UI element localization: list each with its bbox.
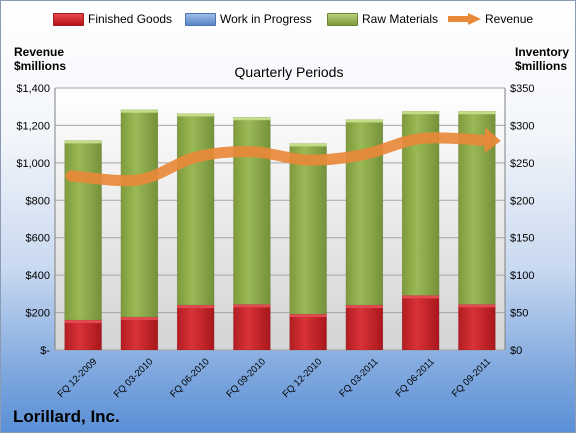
x-tick-label: FQ 06-2010: [168, 356, 212, 400]
bar-raw-materials-top: [458, 111, 496, 115]
right-tick-label: $50: [510, 308, 528, 320]
left-tick-label: $200: [26, 308, 50, 320]
revenue-series: [65, 127, 501, 187]
bar-finished-goods: [176, 304, 215, 351]
left-tick-label: $1,200: [16, 120, 50, 132]
legend-item-revenue: Revenue: [448, 9, 533, 29]
bar-finished-goods-top: [345, 305, 383, 309]
bar-finished-goods: [120, 316, 159, 351]
bar-raw-materials: [233, 116, 271, 305]
legend-label-finished-goods: Finished Goods: [88, 12, 173, 26]
x-tick-label: FQ 03-2011: [337, 356, 380, 399]
bar-finished-goods: [401, 295, 440, 351]
right-tick-label: $200: [510, 195, 534, 207]
x-tick-label: FQ 03-2010: [112, 356, 156, 400]
right-tick-label: $150: [510, 233, 534, 245]
legend-swatch-finished-goods: [53, 12, 84, 26]
bar-raw-materials: [176, 113, 215, 306]
x-tick-label: FQ 09-2011: [450, 356, 493, 399]
bar-raw-materials-top: [64, 140, 102, 144]
left-tick-label: $1,000: [16, 158, 50, 170]
bar-finished-goods: [233, 304, 271, 351]
right-tick-label: $350: [510, 83, 534, 95]
revenue-line: [65, 132, 491, 187]
bar-finished-goods-top: [289, 314, 327, 318]
right-tick-label: $100: [510, 270, 534, 282]
right-tick-label: $0: [510, 345, 522, 357]
bar-raw-materials-top: [345, 119, 383, 123]
legend-item-work-in-progress: Work in Progress: [185, 9, 312, 29]
legend-label-raw-materials: Raw Materials: [362, 12, 439, 26]
left-axis-ticks: $- $200 $400 $600 $800 $1,000 $1,200 $1,400: [16, 83, 50, 357]
left-tick-label: $600: [26, 233, 50, 245]
bar-finished-goods-top: [120, 317, 158, 321]
bar-finished-goods-top: [233, 304, 271, 308]
bar-raw-materials-top: [120, 109, 158, 113]
x-tick-label: FQ 12-2010: [281, 356, 325, 400]
right-tick-label: $300: [510, 120, 534, 132]
bar-raw-materials-top: [233, 117, 271, 121]
legend-item-raw-materials: Raw Materials: [327, 9, 438, 29]
bar-raw-materials-top: [177, 113, 215, 117]
bar-raw-materials-top: [402, 111, 440, 115]
bar-finished-goods-top: [458, 304, 496, 308]
bar-raw-materials: [64, 140, 102, 321]
right-axis-title: Inventory $millions: [515, 45, 569, 73]
bar-finished-goods: [458, 304, 496, 351]
bar-finished-goods: [345, 304, 384, 351]
legend-swatch-work-in-progress: [185, 12, 216, 26]
legend-swatch-raw-materials: [327, 12, 358, 26]
x-tick-label: FQ 09-2010: [224, 356, 268, 400]
left-axis-title-line2: $millions: [14, 59, 67, 73]
right-axis-title-line2: $millions: [515, 59, 568, 73]
bar-finished-goods-top: [177, 305, 215, 309]
bar-finished-goods: [289, 313, 327, 351]
right-axis-title-line1: Inventory: [515, 45, 570, 59]
bar-raw-materials: [120, 109, 159, 318]
x-tick-label: FQ 06-2011: [394, 356, 437, 399]
left-tick-label: $800: [26, 195, 50, 207]
bar-finished-goods: [64, 319, 102, 351]
legend-arrow-revenue: [448, 13, 481, 25]
bar-raw-materials-top: [289, 143, 327, 147]
left-tick-label: $400: [26, 270, 50, 282]
bar-raw-materials: [289, 143, 327, 315]
left-tick-label: $-: [40, 345, 50, 357]
legend-label-work-in-progress: Work in Progress: [220, 12, 312, 26]
plot-title: Quarterly Periods: [234, 64, 344, 80]
right-axis-ticks: $0 $50 $100 $150 $200 $250 $300 $350: [510, 83, 534, 357]
left-tick-label: $1,400: [16, 83, 50, 95]
bar-finished-goods-top: [64, 320, 102, 324]
left-axis-title: Revenue $millions: [14, 45, 66, 73]
left-axis-title-line1: Revenue: [14, 45, 65, 59]
legend-label-revenue: Revenue: [485, 12, 534, 26]
company-name: Lorillard, Inc.: [13, 407, 120, 426]
revenue-arrowhead: [484, 127, 501, 154]
x-axis-ticks: FQ 12-2009 FQ 03-2010 FQ 06-2010 FQ 09-2010…: [56, 356, 493, 400]
bar-finished-goods-top: [402, 295, 440, 299]
x-tick-label: FQ 12-2009: [56, 356, 100, 400]
legend: Finished Goods Work in Progress Raw Mate…: [1, 9, 575, 29]
right-tick-label: $250: [510, 158, 534, 170]
legend-item-finished-goods: Finished Goods: [53, 9, 172, 29]
